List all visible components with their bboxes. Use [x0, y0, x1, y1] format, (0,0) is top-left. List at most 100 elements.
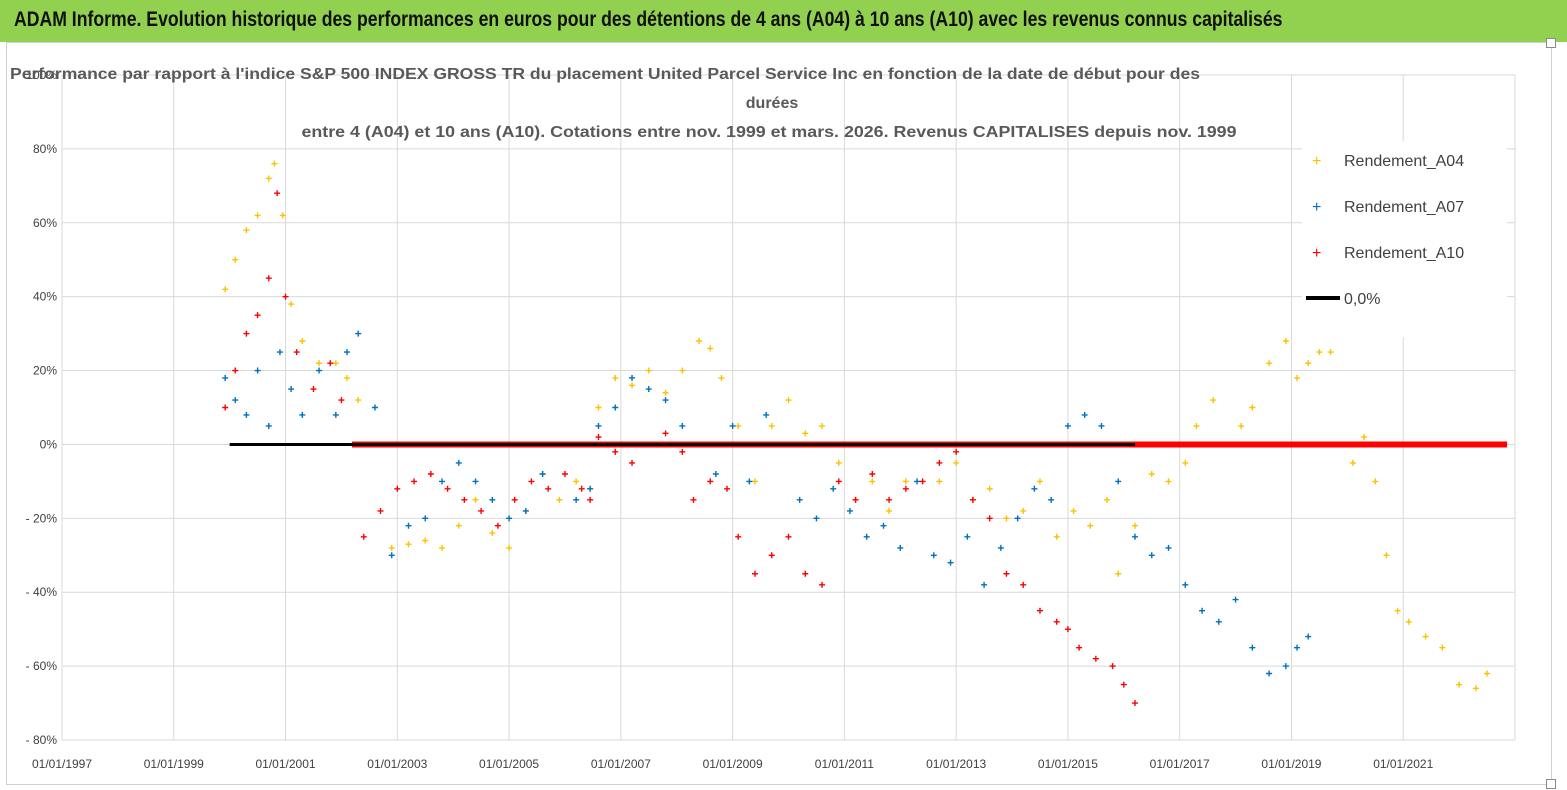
resize-handle-top-right[interactable]	[1546, 38, 1556, 48]
series-a07-point	[1131, 533, 1138, 540]
series-a04-point	[936, 478, 943, 485]
series-a07-point	[573, 496, 580, 503]
series-a07-point	[1266, 670, 1273, 677]
legend-marker-a04: +	[1312, 153, 1321, 170]
series-a07-point	[863, 533, 870, 540]
series-a07-point	[243, 411, 250, 418]
series-a04-point	[265, 175, 272, 182]
series-a04-point	[869, 478, 876, 485]
series-a04-point	[707, 345, 714, 352]
series-a07-point	[679, 422, 686, 429]
series-a04-point	[835, 459, 842, 466]
series-a07-point	[645, 386, 652, 393]
series-a04-point	[1282, 338, 1289, 344]
series-a07-point	[316, 367, 323, 374]
series-a07-point	[880, 522, 887, 529]
series-rendement_a07	[222, 330, 1312, 677]
series-a10-point	[679, 448, 686, 455]
series-a10-point	[578, 485, 585, 492]
series-a04-point	[1439, 644, 1446, 651]
series-a04-point	[1456, 681, 1463, 688]
y-tick-label: 0%	[40, 437, 58, 451]
series-a04-point	[595, 404, 602, 411]
series-a04-point	[1305, 360, 1312, 367]
series-a10-point	[545, 485, 552, 492]
series-a04-point	[645, 367, 652, 374]
resize-handle-bottom-right[interactable]	[1546, 779, 1556, 789]
series-a10-point	[243, 330, 250, 337]
legend-marker-a07: +	[1312, 199, 1321, 216]
series-a07-point	[232, 397, 239, 404]
series-a07-point	[1294, 644, 1301, 651]
series-a10-point	[274, 190, 281, 197]
series-a07-point	[222, 374, 229, 381]
x-tick-label: 01/01/2021	[1373, 757, 1433, 771]
series-a07-point	[796, 496, 803, 503]
series-a07-point	[405, 522, 412, 529]
series-a04-point	[506, 544, 513, 551]
series-a07-point	[629, 374, 636, 381]
series-a07-point	[254, 367, 261, 374]
series-a07-point	[1115, 478, 1122, 485]
series-a04-point	[612, 374, 619, 381]
chart-title-line-3: entre 4 (A04) et 10 ans (A10). Cotations…	[302, 124, 1237, 141]
series-a07-point	[712, 471, 719, 477]
series-a07-point	[371, 404, 378, 411]
series-a10-point	[751, 570, 758, 577]
series-a10-point	[461, 496, 468, 503]
series-a04-point	[1249, 404, 1256, 411]
series-a10-point	[953, 448, 960, 455]
legend-background	[1302, 141, 1507, 337]
series-a04-point	[768, 422, 775, 429]
series-a10-point	[768, 552, 775, 559]
series-a04-point	[1484, 670, 1491, 677]
series-a07-point	[1064, 422, 1071, 429]
series-a10-point	[835, 478, 842, 485]
y-tick-label: - 60%	[26, 659, 58, 673]
series-a04-point	[1070, 507, 1077, 514]
series-a04-point	[222, 286, 229, 293]
series-a04-point	[1053, 533, 1060, 540]
series-a07-point	[539, 471, 546, 477]
y-tick-label: - 40%	[26, 585, 58, 599]
series-a04-point	[489, 530, 496, 537]
series-a04-point	[455, 522, 462, 529]
series-a10-point	[902, 485, 909, 492]
series-a10-point	[986, 515, 993, 522]
series-a07-point	[522, 507, 529, 514]
y-tick-label: - 80%	[26, 733, 58, 747]
series-a10-point	[735, 533, 742, 540]
series-a07-point	[830, 485, 837, 492]
series-a10-point	[869, 471, 876, 477]
series-a10-point	[427, 471, 434, 477]
series-a07-point	[288, 386, 295, 393]
series-a10-point	[1076, 644, 1083, 651]
series-a10-point	[852, 496, 859, 503]
series-a10-point	[1109, 663, 1116, 670]
series-a07-point	[1098, 422, 1105, 429]
series-a07-point	[1199, 607, 1206, 614]
series-a10-point	[222, 404, 229, 411]
legend: + Rendement_A04 + Rendement_A07 + Rendem…	[1302, 141, 1507, 337]
series-a07-point	[472, 478, 479, 485]
series-a04-point	[1383, 552, 1390, 559]
series-a10-point	[265, 275, 272, 282]
axis-labels: 100% 80% 60% 40% 20% 0% - 20% - 40% - 60% - 80% 01…	[26, 68, 1434, 771]
series-a07-point	[1165, 544, 1172, 551]
banner: ADAM Informe. Evolution historique des p…	[0, 0, 1567, 42]
chart-frame[interactable]: 100% 80% 60% 40% 20% 0% - 20% - 40% - 60% - 80% 01…	[6, 42, 1552, 785]
series-a04-point	[405, 541, 412, 548]
series-a10-point	[886, 496, 893, 503]
series-a10-point	[282, 293, 289, 300]
series-a10-point	[819, 581, 826, 588]
series-a04-point	[388, 544, 395, 551]
series-a07-point	[1215, 618, 1222, 625]
series-a07-point	[947, 559, 954, 566]
series-a10-point	[724, 485, 731, 492]
series-a10-point	[411, 478, 418, 485]
series-a04-point	[1036, 478, 1043, 485]
chart-title-line-2: durées	[746, 95, 799, 112]
series-a07-point	[506, 515, 513, 522]
series-a04-point	[1361, 434, 1368, 441]
series-a07-point	[746, 478, 753, 485]
